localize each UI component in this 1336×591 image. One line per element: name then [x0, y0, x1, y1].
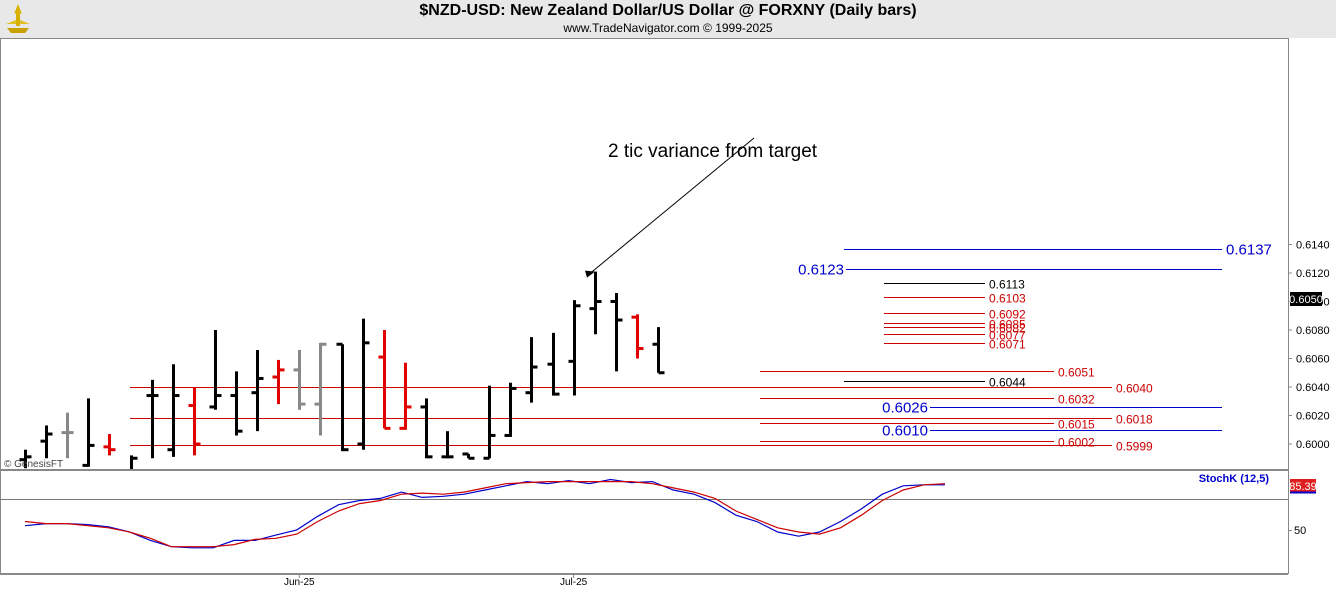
- level-label: 0.6071: [989, 338, 1026, 352]
- ohlc-bar: [420, 398, 433, 459]
- level-label: 0.6082: [989, 322, 1026, 336]
- level-label: 0.6092: [989, 308, 1026, 322]
- last-price-marker: [1290, 292, 1322, 306]
- ohlc-bar: [462, 452, 475, 460]
- ohlc-bar: [40, 425, 53, 459]
- chart-title: $NZD-USD: New Zealand Dollar/US Dollar @…: [419, 2, 917, 19]
- ohlc-bar: [504, 382, 517, 437]
- stoch-series-line: [24, 478, 945, 549]
- ohlc-bar: [441, 431, 454, 459]
- level-label: 0.6113: [989, 278, 1025, 292]
- x-axis-labels: Jun-25 Jul-25: [284, 574, 588, 588]
- level-label: 0.6018: [1116, 413, 1153, 427]
- ohlc-bar: [167, 364, 180, 457]
- level-label: 0.6032: [1058, 393, 1095, 407]
- ohlc-bar: [188, 387, 201, 456]
- ohlc-bar: [82, 398, 95, 467]
- ohlc-bar: [130, 455, 138, 469]
- level-label: 0.6010: [882, 423, 928, 440]
- trade-navigator-logo-icon: [6, 4, 30, 33]
- stoch-tick-50: 50: [1294, 525, 1306, 537]
- chart-header: [0, 0, 1336, 38]
- ohlc-bar: [146, 379, 159, 459]
- level-label: 0.6077: [989, 329, 1026, 343]
- level-label: 0.6085: [989, 318, 1026, 332]
- chart-subtitle: www.TradeNavigator.com © 1999-2025: [563, 21, 773, 35]
- level-label: 0.6026: [882, 400, 928, 417]
- ohlc-bar: [103, 434, 116, 456]
- ohlc-bar: [293, 349, 306, 410]
- price-axis-ticks: 0.60000.60200.60400.60600.60800.61000.61…: [1288, 240, 1330, 451]
- price-level-lines: 0.61370.61230.61130.61030.60920.60850.60…: [130, 242, 1272, 454]
- ohlc-bars: [19, 271, 665, 469]
- price-tick-label: 0.6000: [1296, 439, 1330, 451]
- last-price-label: 0.6050: [1289, 294, 1323, 306]
- price-tick-label: 0.6140: [1296, 240, 1330, 252]
- ohlc-bar: [357, 318, 370, 450]
- level-label: 0.6103: [989, 292, 1026, 306]
- price-tick-label: 0.6040: [1296, 382, 1330, 394]
- level-label: 0.6040: [1116, 382, 1153, 396]
- stoch-title: StochK (12,5): [1199, 473, 1270, 485]
- annotation-text: 2 tic variance from target: [608, 141, 818, 162]
- ohlc-bar: [272, 359, 285, 405]
- watermark: © GenesisFT: [4, 459, 63, 470]
- price-tick-label: 0.6080: [1296, 325, 1330, 337]
- ohlc-bar: [631, 314, 644, 359]
- ohlc-bar: [251, 349, 264, 432]
- ohlc-bar: [568, 300, 581, 396]
- stoch-pane-frame: [0, 470, 1289, 574]
- price-tick-label: 0.6060: [1296, 354, 1330, 366]
- price-tick-label: 0.6020: [1296, 411, 1330, 423]
- ohlc-bar: [61, 412, 74, 459]
- stoch-pane: [24, 478, 946, 549]
- level-label: 0.6002: [1058, 436, 1095, 450]
- ohlc-bar: [336, 342, 349, 452]
- stoch-series-line: [24, 481, 946, 548]
- annotation-arrowhead: [585, 270, 595, 278]
- annotation-arrow: [590, 137, 755, 273]
- ohlc-bar: [209, 330, 222, 410]
- level-label: 0.5999: [1116, 440, 1153, 454]
- ohlc-bar: [378, 330, 391, 430]
- ohlc-bar: [230, 371, 243, 436]
- x-tick-label: Jun-25: [284, 577, 315, 588]
- level-label: 0.6123: [798, 262, 844, 279]
- ohlc-bar: [610, 292, 623, 372]
- ohlc-bar: [652, 327, 665, 375]
- level-label: 0.6051: [1058, 366, 1095, 380]
- ohlc-bar: [314, 342, 327, 436]
- ohlc-bar: [19, 449, 32, 469]
- ohlc-bar: [483, 385, 496, 460]
- ohlc-bar: [589, 271, 602, 335]
- level-label: 0.6044: [989, 376, 1026, 390]
- price-tick-label: 0.6120: [1296, 268, 1330, 280]
- ohlc-bar: [547, 332, 560, 396]
- stoch-last-value: 85.39: [1289, 481, 1317, 493]
- ohlc-bar: [399, 362, 412, 430]
- x-tick-label: Jul-25: [560, 577, 588, 588]
- level-label: 0.6015: [1058, 418, 1095, 432]
- stoch-last-marker: [1290, 479, 1316, 493]
- level-label: 0.6137: [1226, 242, 1272, 259]
- ohlc-bar: [525, 337, 538, 403]
